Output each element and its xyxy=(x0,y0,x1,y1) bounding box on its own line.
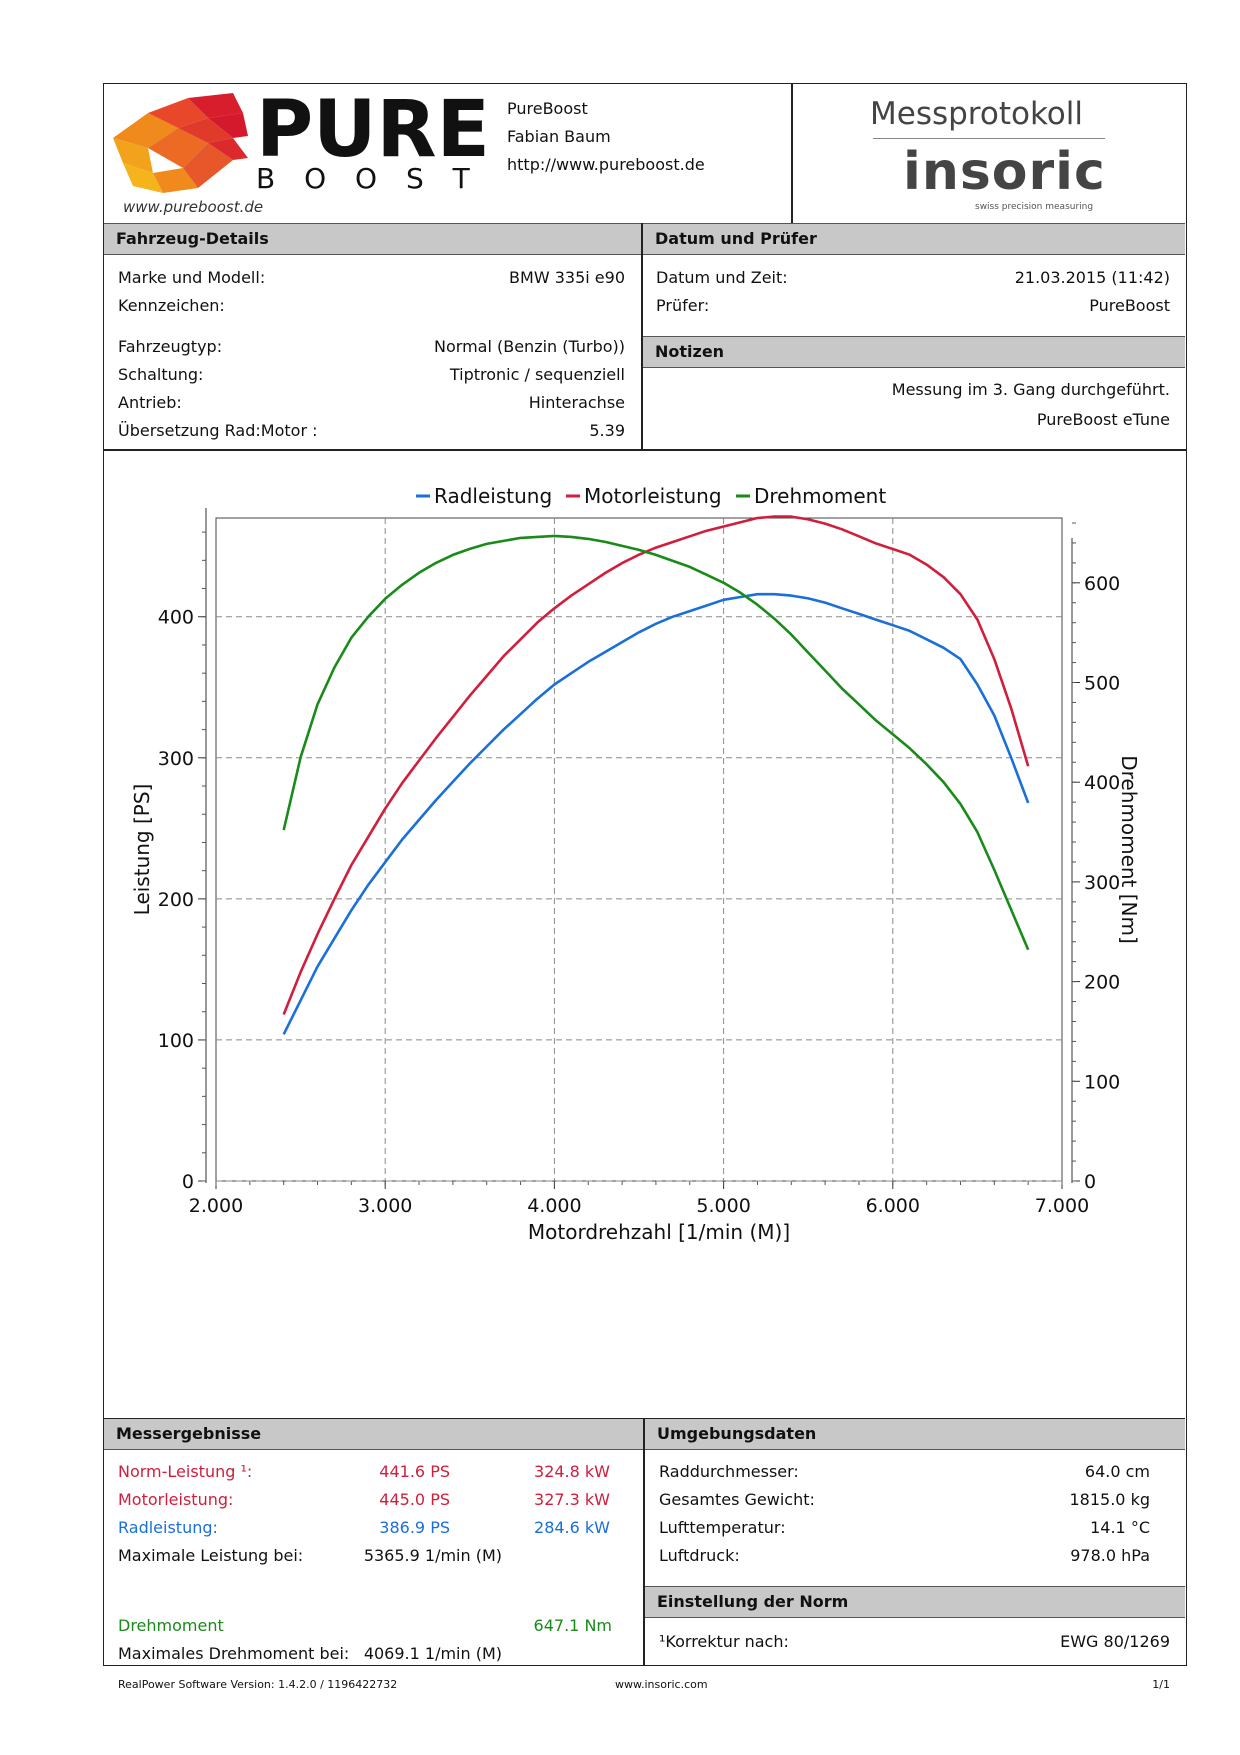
wheel-power-label: Radleistung: xyxy=(118,1518,218,1537)
vehicle-header: Fahrzeug-Details xyxy=(104,223,641,255)
vehicle-value: Tiptronic / sequenziell xyxy=(449,365,625,384)
vehicle-value: Normal (Benzin (Turbo)) xyxy=(434,337,625,356)
norm-header: Einstellung der Norm xyxy=(645,1586,1185,1618)
logo-word: PURE xyxy=(256,88,490,175)
power-chart: 2.000 3.000 4.000 5.000 6.000 7.0000100200300… xyxy=(130,484,1141,1244)
insoric-logo: insoric xyxy=(903,142,1106,202)
vehicle-value: 5.39 xyxy=(589,421,625,440)
software-version: RealPower Software Version: 1.4.2.0 / 11… xyxy=(118,1678,398,1691)
logo-sub: B O O S T xyxy=(256,162,480,195)
report-frame xyxy=(103,83,1187,1666)
motor-power-kw: 327.3 kW xyxy=(534,1490,610,1509)
x-tick-label: 7.000 xyxy=(1035,1195,1089,1217)
max-torque-rpm-label: Maximales Drehmoment bei: xyxy=(118,1644,350,1663)
y-tick-label: 0 xyxy=(182,1171,194,1193)
vehicle-value: BMW 335i e90 xyxy=(509,268,625,287)
company-name: PureBoost xyxy=(507,99,588,118)
notes-header: Notizen xyxy=(643,336,1185,368)
series-line-motorleistung xyxy=(282,515,1030,1015)
env-label: Gesamtes Gewicht: xyxy=(659,1490,815,1509)
env-header: Umgebungsdaten xyxy=(645,1418,1185,1450)
norm-correction-value: EWG 80/1269 xyxy=(1060,1632,1170,1651)
brand-tagline: swiss precision measuring xyxy=(975,202,1094,212)
norm-correction-label: ¹Korrektur nach: xyxy=(659,1632,789,1651)
vehicle-label: Kennzeichen: xyxy=(118,296,225,315)
y-tick-label: 400 xyxy=(158,607,194,629)
footer-site-link[interactable]: www.insoric.com xyxy=(615,1678,708,1691)
y2-tick-label: 0 xyxy=(1084,1171,1096,1193)
y2-axis-label: Drehmoment [Nm] xyxy=(1117,755,1141,944)
y-axis-label: Leistung [PS] xyxy=(130,784,154,916)
env-label: Luftdruck: xyxy=(659,1546,740,1565)
y-tick-label: 100 xyxy=(158,1030,194,1052)
examiner-value: PureBoost xyxy=(1089,296,1170,315)
x-tick-label: 3.000 xyxy=(358,1195,412,1217)
vehicle-label: Marke und Modell: xyxy=(118,268,266,287)
y2-tick-label: 100 xyxy=(1084,1071,1120,1093)
vehicle-label: Fahrzeugtyp: xyxy=(118,337,223,356)
y2-tick-label: 500 xyxy=(1084,673,1120,695)
vehicle-value: Hinterachse xyxy=(528,393,625,412)
vehicle-label: Antrieb: xyxy=(118,393,182,412)
x-axis-label: Motordrehzahl [1/min (M)] xyxy=(528,1220,790,1244)
motor-power-ps: 445.0 PS xyxy=(379,1490,450,1509)
plot-frame xyxy=(215,517,1063,1182)
max-power-rpm-value: 5365.9 1/min (M) xyxy=(363,1546,502,1565)
y2-tick-label: 200 xyxy=(1084,972,1120,994)
date-value: 21.03.2015 (11:42) xyxy=(1014,268,1170,287)
series-line-drehmoment xyxy=(282,534,1030,951)
vehicle-label: Schaltung: xyxy=(118,365,204,384)
notes-line: PureBoost eTune xyxy=(1036,410,1170,429)
env-label: Lufttemperatur: xyxy=(659,1518,786,1537)
norm-power-kw: 324.8 kW xyxy=(534,1462,610,1481)
logo-mosaic-icon xyxy=(113,93,248,193)
torque-value: 647.1 Nm xyxy=(533,1616,612,1635)
series-line-radleistung xyxy=(282,592,1030,1035)
wheel-power-ps: 386.9 PS xyxy=(379,1518,450,1537)
max-power-rpm-label: Maximale Leistung bei: xyxy=(118,1546,304,1565)
env-value: 14.1 °C xyxy=(1090,1518,1150,1537)
logo-script: www.pureboost.de xyxy=(123,198,263,216)
results-header: Messergebnisse xyxy=(104,1418,643,1450)
date-header: Datum und Prüfer xyxy=(643,223,1185,255)
x-tick-label: 5.000 xyxy=(696,1195,750,1217)
x-tick-label: 6.000 xyxy=(866,1195,920,1217)
vehicle-label: Übersetzung Rad:Motor : xyxy=(118,421,318,440)
x-tick-label: 2.000 xyxy=(189,1195,243,1217)
y2-tick-label: 400 xyxy=(1084,772,1120,794)
motor-power-label: Motorleistung: xyxy=(118,1490,234,1509)
y2-tick-label: 600 xyxy=(1084,573,1120,595)
env-value: 1815.0 kg xyxy=(1069,1490,1151,1509)
y-tick-label: 200 xyxy=(158,889,194,911)
examiner-label: Prüfer: xyxy=(656,296,710,315)
x-tick-label: 4.000 xyxy=(527,1195,581,1217)
env-value: 64.0 cm xyxy=(1084,1462,1150,1481)
legend-label: Motorleistung xyxy=(584,484,722,508)
y2-tick-label: 300 xyxy=(1084,872,1120,894)
company-url: http://www.pureboost.de xyxy=(507,155,705,174)
doc-title: Messprotokoll xyxy=(870,96,1083,132)
max-torque-rpm-value: 4069.1 1/min (M) xyxy=(363,1644,502,1663)
norm-power-ps: 441.6 PS xyxy=(379,1462,450,1481)
legend-label: Radleistung xyxy=(434,484,552,508)
pureboost-logo: PURE B O O S T www.pureboost.de xyxy=(113,88,490,216)
torque-label: Drehmoment xyxy=(118,1616,224,1635)
legend-label: Drehmoment xyxy=(754,484,886,508)
env-value: 978.0 hPa xyxy=(1070,1546,1150,1565)
person-name: Fabian Baum xyxy=(507,127,611,146)
date-label: Datum und Zeit: xyxy=(656,268,788,287)
page-number: 1/1 xyxy=(1152,1678,1170,1691)
env-label: Raddurchmesser: xyxy=(659,1462,799,1481)
notes-line: Messung im 3. Gang durchgeführt. xyxy=(891,380,1170,399)
y-tick-label: 300 xyxy=(158,748,194,770)
norm-power-label: Norm-Leistung ¹: xyxy=(118,1462,253,1481)
wheel-power-kw: 284.6 kW xyxy=(534,1518,610,1537)
